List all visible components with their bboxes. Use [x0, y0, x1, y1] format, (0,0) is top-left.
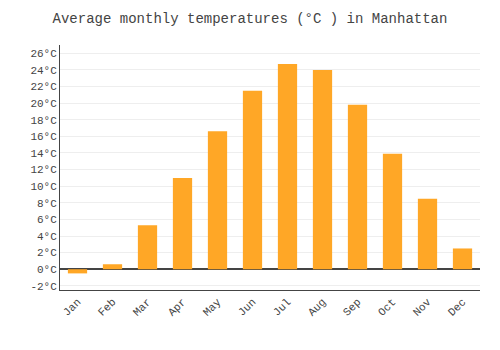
svg-text:6°C: 6°C — [37, 214, 57, 226]
svg-text:Jul: Jul — [271, 296, 293, 318]
svg-text:Mar: Mar — [131, 296, 153, 318]
svg-text:10°C: 10°C — [30, 181, 57, 193]
svg-text:2°C: 2°C — [37, 247, 57, 259]
svg-text:20°C: 20°C — [30, 98, 57, 110]
svg-text:Sep: Sep — [341, 296, 363, 318]
svg-text:Jun: Jun — [236, 296, 258, 318]
svg-text:Average monthly temperatures (: Average monthly temperatures (°C ) in Ma… — [53, 11, 448, 27]
svg-text:4°C: 4°C — [37, 231, 57, 243]
svg-text:Apr: Apr — [166, 296, 188, 318]
svg-text:0°C: 0°C — [37, 264, 57, 276]
svg-text:24°C: 24°C — [30, 65, 57, 77]
svg-text:14°C: 14°C — [30, 148, 57, 160]
svg-text:Feb: Feb — [96, 296, 118, 318]
svg-text:12°C: 12°C — [30, 164, 57, 176]
svg-text:8°C: 8°C — [37, 198, 57, 210]
svg-text:Nov: Nov — [411, 296, 434, 319]
svg-text:Dec: Dec — [446, 296, 468, 318]
svg-text:22°C: 22°C — [30, 81, 57, 93]
svg-text:May: May — [201, 296, 224, 319]
svg-text:18°C: 18°C — [30, 115, 57, 127]
svg-text:26°C: 26°C — [30, 48, 57, 60]
svg-text:16°C: 16°C — [30, 131, 57, 143]
svg-text:Aug: Aug — [306, 296, 328, 318]
svg-text:Oct: Oct — [376, 296, 398, 318]
svg-text:-2°C: -2°C — [30, 281, 57, 293]
svg-text:Jan: Jan — [61, 296, 83, 318]
